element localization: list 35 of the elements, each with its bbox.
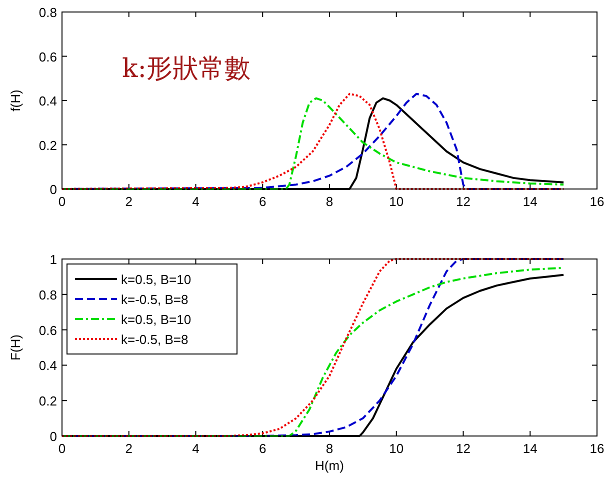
- x-tick-label: 4: [192, 441, 200, 456]
- x-tick-label: 8: [326, 194, 334, 209]
- annotation: k:形狀常數: [122, 54, 251, 84]
- x-tick-label: 6: [259, 194, 266, 209]
- y-tick-label: 0.8: [38, 287, 57, 302]
- x-tick-label: 16: [590, 194, 604, 209]
- y-tick-label: 0: [50, 429, 57, 444]
- x-tick-label: 12: [456, 441, 470, 456]
- x-tick-label: 16: [590, 441, 604, 456]
- x-tick-label: 14: [522, 194, 538, 209]
- y-tick-label: 0.4: [38, 94, 57, 108]
- x-tick-label: 8: [326, 441, 334, 456]
- x-tick-label: 10: [389, 441, 404, 456]
- y-tick-label: 0.6: [38, 322, 57, 338]
- y-tick-label: 0.2: [38, 138, 57, 153]
- x-tick-label: 10: [389, 194, 404, 209]
- legend-label: k=0.5, B=10: [121, 312, 192, 327]
- legend-label: k=-0.5, B=8: [121, 292, 188, 307]
- y-axis-title: f(H): [8, 90, 23, 112]
- x-tick-label: 6: [259, 441, 266, 456]
- y-tick-label: 0.6: [38, 49, 57, 64]
- x-axis-title: H(m): [315, 458, 344, 473]
- x-tick-label: 2: [125, 194, 132, 209]
- legend-label: k=-0.5, B=8: [121, 332, 188, 347]
- y-tick-label: 0.4: [38, 358, 57, 374]
- x-tick-label: 12: [456, 194, 470, 209]
- legend-label: k=0.5, B=10: [121, 272, 192, 287]
- y-tick-label: 0.2: [38, 394, 57, 409]
- x-tick-label: 2: [125, 441, 132, 456]
- y-tick-label: 0: [50, 182, 57, 197]
- x-tick-label: 4: [192, 194, 200, 209]
- x-tick-label: 14: [522, 441, 538, 456]
- y-tick-label: 0.8: [38, 5, 57, 20]
- y-tick-label: 1: [50, 252, 57, 267]
- y-axis-title: F(H): [8, 334, 23, 360]
